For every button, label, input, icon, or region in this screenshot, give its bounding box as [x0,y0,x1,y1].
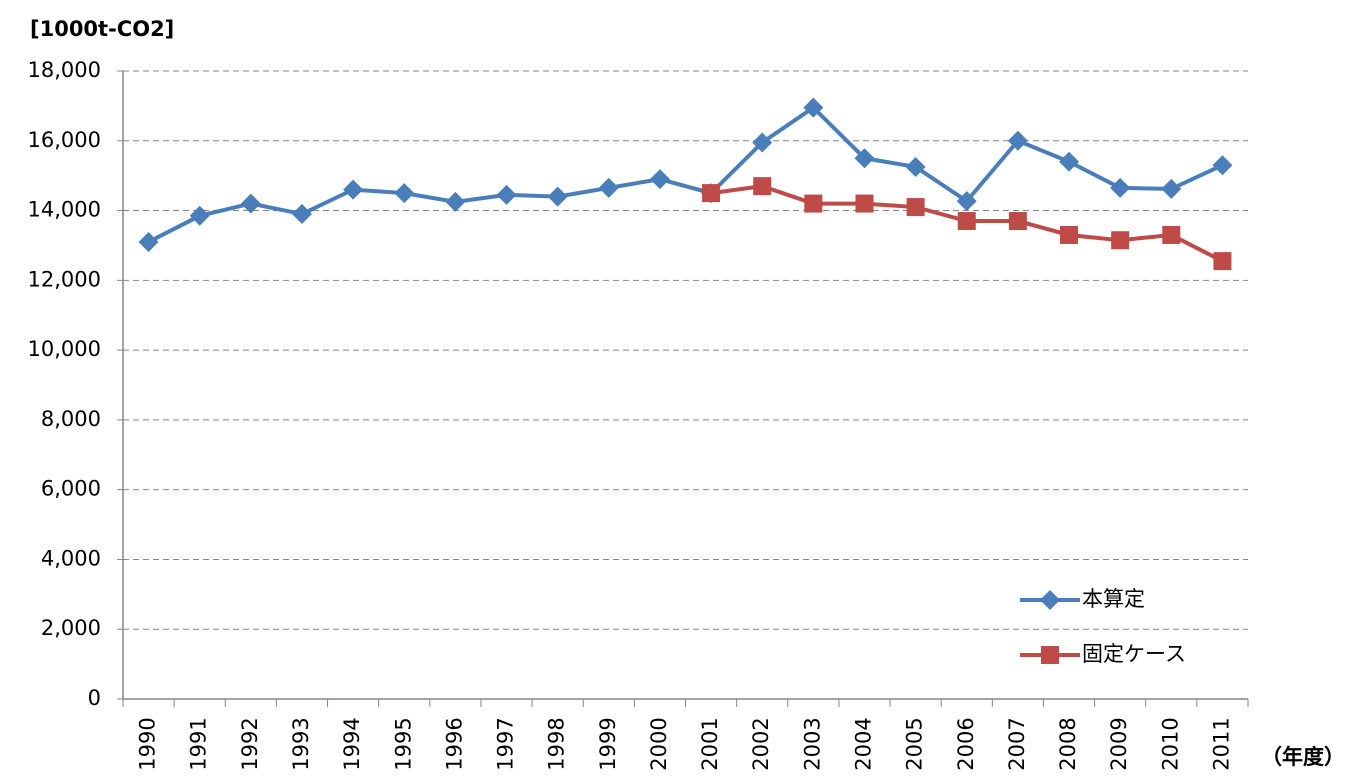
x-tick-label: 1997 [494,717,518,770]
y-tick-label: 6,000 [41,477,101,501]
data-point [445,191,466,212]
data-point [906,198,925,217]
data-point [291,204,312,225]
data-point [957,212,976,231]
data-point [1059,151,1080,172]
data-point [804,194,823,213]
data-point [547,186,568,207]
y-tick-label: 4,000 [41,546,101,570]
legend-marker [1041,646,1059,664]
data-point [803,97,824,118]
x-axis-label: （年度） [1261,745,1345,769]
data-point [905,156,926,177]
y-tick-label: 0 [88,686,101,710]
data-point [1110,177,1131,198]
data-point [1111,231,1130,250]
x-tick-label: 2009 [1107,717,1131,770]
x-tick-label: 2004 [851,717,875,770]
x-tick-label: 2011 [1209,717,1233,770]
y-tick-label: 8,000 [41,407,101,431]
y-tick-label: 16,000 [28,128,101,152]
data-point [1162,225,1181,244]
x-tick-label: 2005 [903,717,927,770]
y-axis-label: [1000t-CO2] [30,17,174,41]
x-tick-label: 2007 [1005,717,1029,770]
data-point [496,184,517,205]
x-tick-label: 2000 [647,717,671,770]
x-tick-label: 1992 [238,717,262,770]
data-point [1007,130,1028,151]
data-point [343,179,364,200]
data-point [649,169,670,190]
x-tick-label: 1999 [596,717,620,770]
data-point [956,191,977,212]
legend-label: 固定ケース [1082,642,1186,666]
x-tick-label: 1998 [545,717,569,770]
data-point [855,194,874,213]
x-tick-label: 1996 [442,717,466,770]
y-tick-label: 18,000 [28,58,101,82]
data-point [598,177,619,198]
x-tick-label: 2006 [954,717,978,770]
x-tick-label: 2001 [698,717,722,770]
data-point [1212,155,1233,176]
x-tick-label: 2003 [800,717,824,770]
data-point [1008,212,1027,231]
data-point [854,148,875,169]
x-tick-label: 1991 [187,717,211,770]
data-point [138,231,159,252]
x-tick-label: 1995 [391,717,415,770]
x-tick-label: 2010 [1158,717,1182,770]
data-point [1161,178,1182,199]
data-point [1060,225,1079,244]
data-point [753,177,772,196]
data-point [752,132,773,153]
x-tick-label: 2008 [1056,717,1080,770]
y-tick-label: 2,000 [41,616,101,640]
data-point [1213,252,1232,271]
y-tick-label: 12,000 [28,267,101,291]
x-tick-label: 1994 [340,717,364,770]
data-point [702,184,721,203]
data-point [189,205,210,226]
x-tick-label: 1993 [289,717,313,770]
data-point [240,193,261,214]
x-tick-label: 2002 [749,717,773,770]
y-tick-label: 10,000 [28,337,101,361]
series-line [147,105,1224,244]
x-tick-label: 1990 [136,717,160,770]
data-point [394,183,415,204]
y-tick-label: 14,000 [28,198,101,222]
legend-label: 本算定 [1082,587,1145,611]
legend-marker [1040,590,1060,610]
